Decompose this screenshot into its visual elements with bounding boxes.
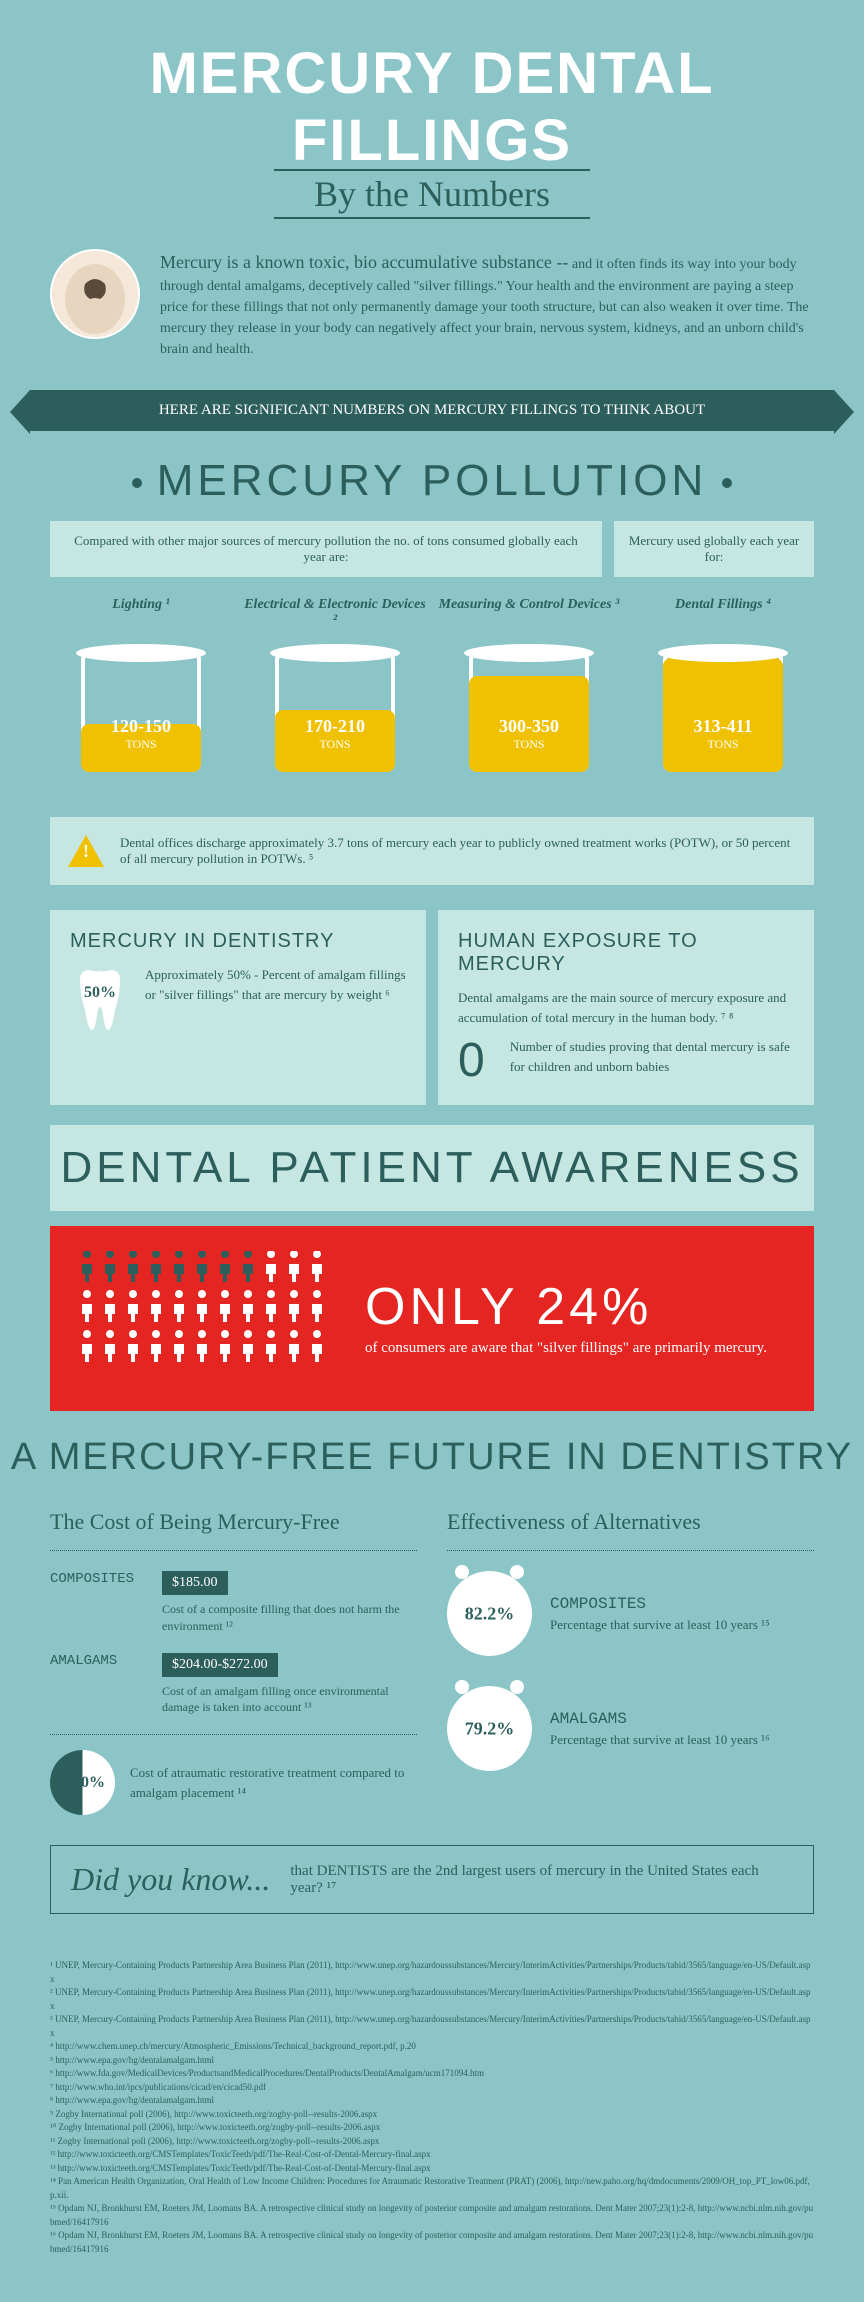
infographic-container: MERCURY DENTAL FILLINGS By the Numbers M… — [0, 0, 864, 2296]
exposure-box: HUMAN EXPOSURE TO MERCURY Dental amalgam… — [438, 910, 814, 1105]
references: ¹ UNEP, Mercury-Containing Products Part… — [0, 1944, 864, 2296]
tooth-icon: 50% — [70, 965, 130, 1035]
cost-row: AMALGAMS $204.00-$272.00 Cost of an amal… — [50, 1653, 417, 1717]
pie-chart-icon: 50% — [50, 1750, 115, 1815]
intro-section: Mercury is a known toxic, bio accumulati… — [0, 239, 864, 390]
reference-line: ¹⁴ Pan American Health Organization, Ora… — [50, 2175, 814, 2202]
awareness-title: DENTAL PATIENT AWARENESS — [50, 1125, 814, 1211]
did-you-know-box: Did you know... that DENTISTS are the 2n… — [50, 1845, 814, 1914]
pie-desc: Cost of atraumatic restorative treatment… — [130, 1763, 417, 1802]
exposure-text1: Dental amalgams are the main source of m… — [458, 988, 794, 1027]
reference-line: ¹³ http://www.toxicteeth.org/CMSTemplate… — [50, 2162, 814, 2176]
main-title: MERCURY DENTAL FILLINGS — [50, 40, 814, 174]
barrel-item: Lighting ¹ 120-150TONS — [50, 597, 232, 772]
awareness-pct: ONLY 24% — [365, 1277, 767, 1337]
effectiveness-row: 82.2% COMPOSITES Percentage that survive… — [447, 1571, 814, 1656]
poll-label-left: Compared with other major sources of mer… — [50, 521, 602, 577]
barrels-row: Lighting ¹ 120-150TONS Electrical & Elec… — [50, 597, 814, 772]
dentistry-text: Approximately 50% - Percent of amalgam f… — [145, 965, 406, 1004]
dentistry-title: MERCURY IN DENTISTRY — [70, 930, 406, 953]
reference-line: ⁸ http://www.epa.gov/hg/dentalamalgam.ht… — [50, 2094, 814, 2108]
warning-icon — [68, 835, 104, 867]
gauge-icon: 82.2% — [447, 1571, 532, 1656]
header: MERCURY DENTAL FILLINGS By the Numbers — [0, 0, 864, 239]
reference-line: ⁶ http://www.fda.gov/MedicalDevices/Prod… — [50, 2067, 814, 2081]
reference-line: ⁵ http://www.epa.gov/hg/dentalamalgam.ht… — [50, 2054, 814, 2068]
intro-text: Mercury is a known toxic, bio accumulati… — [160, 249, 814, 360]
future-title: A MERCURY-FREE FUTURE IN DENTISTRY — [0, 1411, 864, 1494]
svg-text:50%: 50% — [84, 984, 116, 1001]
zero-stat: 0 — [458, 1037, 485, 1085]
reference-line: ² UNEP, Mercury-Containing Products Part… — [50, 1986, 814, 2013]
gauge-icon: 79.2% — [447, 1686, 532, 1771]
people-icons — [75, 1251, 335, 1386]
reference-line: ⁴ http://www.chem.unep.ch/mercury/Atmosp… — [50, 2040, 814, 2054]
reference-line: ⁹ Zogby International poll (2006), http:… — [50, 2108, 814, 2122]
cost-title: The Cost of Being Mercury-Free — [50, 1494, 417, 1551]
effectiveness-row: 79.2% AMALGAMS Percentage that survive a… — [447, 1686, 814, 1771]
dentistry-box: MERCURY IN DENTISTRY 50% Approximately 5… — [50, 910, 426, 1105]
alert-text: Dental offices discharge approximately 3… — [120, 835, 790, 866]
barrel-item: Electrical & Electronic Devices ² 170-21… — [244, 597, 426, 772]
ribbon-banner: HERE ARE SIGNIFICANT NUMBERS ON MERCURY … — [30, 390, 834, 431]
exposure-text2: Number of studies proving that dental me… — [510, 1037, 794, 1076]
intro-lead: Mercury is a known toxic, bio accumulati… — [160, 252, 568, 272]
pollution-title: MERCURY POLLUTION — [0, 431, 864, 521]
intro-body: and it often finds its way into your bod… — [160, 257, 809, 357]
cost-column: The Cost of Being Mercury-Free COMPOSITE… — [50, 1494, 417, 1815]
dyk-text: that DENTISTS are the 2nd largest users … — [290, 1863, 793, 1897]
poll-label-right: Mercury used globally each year for: — [614, 521, 814, 577]
two-column-section: MERCURY IN DENTISTRY 50% Approximately 5… — [0, 910, 864, 1105]
subtitle: By the Numbers — [274, 169, 590, 219]
eff-title: Effectiveness of Alternatives — [447, 1494, 814, 1551]
exposure-title: HUMAN EXPOSURE TO MERCURY — [458, 930, 794, 976]
awareness-text: of consumers are aware that "silver fill… — [365, 1337, 767, 1360]
reference-line: ⁷ http://www.who.int/ipcs/publications/c… — [50, 2081, 814, 2095]
cost-row: COMPOSITES $185.00 Cost of a composite f… — [50, 1571, 417, 1635]
barrel-item: Dental Fillings ⁴ 313-411TONS — [632, 597, 814, 772]
reference-line: ¹¹ Zogby International poll (2006), http… — [50, 2135, 814, 2149]
reference-line: ¹⁶ Opdam NJ, Bronkhurst EM, Roeters JM, … — [50, 2229, 814, 2256]
reference-line: ³ UNEP, Mercury-Containing Products Part… — [50, 2013, 814, 2040]
tooth-photo — [50, 249, 140, 360]
reference-line: ¹ UNEP, Mercury-Containing Products Part… — [50, 1959, 814, 1986]
barrel-item: Measuring & Control Devices ³ 300-350TON… — [438, 597, 620, 772]
reference-line: ¹⁵ Opdam NJ, Bronkhurst EM, Roeters JM, … — [50, 2202, 814, 2229]
reference-line: ¹² http://www.toxicteeth.org/CMSTemplate… — [50, 2148, 814, 2162]
awareness-box: ONLY 24% of consumers are aware that "si… — [50, 1226, 814, 1411]
reference-line: ¹⁰ Zogby International poll (2006), http… — [50, 2121, 814, 2135]
effectiveness-column: Effectiveness of Alternatives 82.2% COMP… — [447, 1494, 814, 1815]
future-section: The Cost of Being Mercury-Free COMPOSITE… — [0, 1494, 864, 1815]
pollution-section: Compared with other major sources of mer… — [0, 521, 864, 792]
dyk-label: Did you know... — [71, 1861, 270, 1898]
alert-box: Dental offices discharge approximately 3… — [50, 817, 814, 885]
